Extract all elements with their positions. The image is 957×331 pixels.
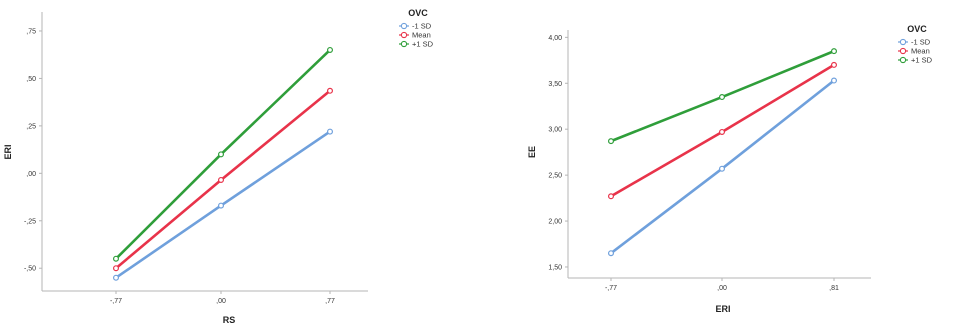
x-axis-title: RS [223,315,236,325]
y-tick-label: 2,50 [548,173,562,180]
y-axis-title: EE [527,146,537,158]
y-tick-label: -,25 [24,218,36,225]
y-tick-label: ,25 [26,123,36,130]
legend-label: -1 SD [911,38,931,47]
y-tick-label: ,00 [26,171,36,178]
legend-marker [899,47,907,55]
data-point [607,250,614,257]
legend-title: OVC [408,8,428,18]
legend-label: -1 SD [412,22,432,31]
x-tick-label: -,77 [110,298,122,305]
y-tick-label: ,75 [26,28,36,35]
data-point [218,151,225,158]
data-point [718,94,725,101]
data-point [327,87,334,94]
data-point [607,193,614,200]
data-point [830,77,837,84]
data-point [607,138,614,145]
data-point [112,255,119,262]
x-tick-label: ,00 [216,298,226,305]
legend-marker [400,22,408,30]
y-tick-label: 3,00 [548,127,562,134]
legend-label: +1 SD [412,40,434,49]
y-tick-label: 4,00 [548,35,562,42]
chart-right: 1,50 2,00 2,50 3,00 3,50 4,00 -,77 ,00 ,81 ERI EE O… [527,24,933,314]
data-point [327,128,334,135]
data-point [218,176,225,183]
data-point [830,61,837,68]
x-tick-label: ,77 [325,298,335,305]
legend-marker [400,31,408,39]
data-point [718,165,725,172]
x-axis-title: ERI [715,304,730,314]
x-tick-label: -,77 [605,285,617,292]
data-point [112,274,119,281]
y-tick-label: 2,00 [548,219,562,226]
y-tick-label: 3,50 [548,81,562,88]
legend-label: Mean [412,31,431,40]
legend-label: +1 SD [911,56,933,65]
data-point [327,46,334,53]
x-tick-label: ,00 [717,285,727,292]
y-axis-title: ERI [3,144,13,159]
y-tick-label: ,50 [26,76,36,83]
legend-marker [899,56,907,64]
data-point [218,202,225,209]
y-tick-label: 1,50 [548,264,562,271]
data-point [830,48,837,55]
legend-label: Mean [911,47,930,56]
chart-left: -,50 -,25 ,00 ,25 ,50 ,75 -,77 ,00 ,77 RS ERI OVC -1… [3,8,434,325]
legend-title: OVC [907,24,927,34]
legend-marker [400,40,408,48]
x-tick-label: ,81 [829,285,839,292]
data-point [718,128,725,135]
y-tick-label: -,50 [24,266,36,273]
legend-marker [899,38,907,46]
data-point [112,265,119,272]
